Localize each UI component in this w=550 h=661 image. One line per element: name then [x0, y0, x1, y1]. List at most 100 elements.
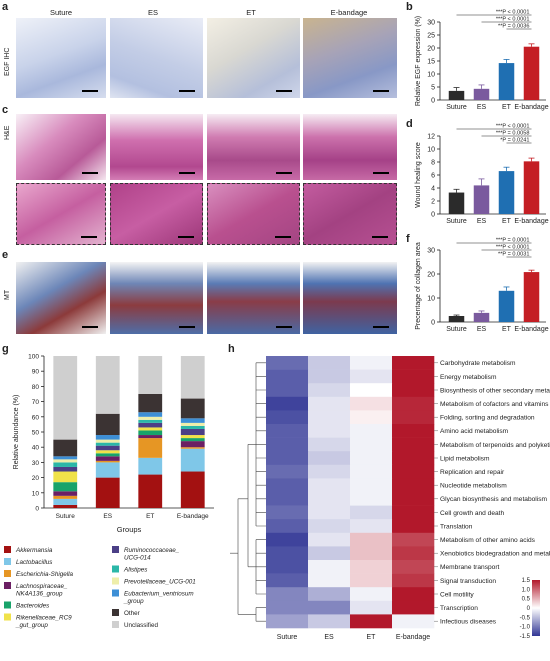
heatmap-cell [266, 573, 309, 588]
heatmap-cell [266, 614, 309, 629]
heatmap-cell [308, 560, 351, 574]
heatmap-row-label: Xenobiotics biodegradation and metabolis… [440, 551, 550, 558]
legend-label: Unclassified [124, 622, 158, 629]
micrograph-he-zoom-ebandage [303, 183, 397, 245]
stack-segment [53, 466, 78, 472]
y-tick-label: 0 [431, 320, 435, 327]
heatmap-cell [266, 546, 309, 561]
stack-segment [180, 435, 205, 439]
stack-segment [180, 418, 205, 423]
row-label-mt: MT [4, 289, 11, 300]
heatmap-cell [350, 464, 393, 479]
colorbar-tick-label: 0 [527, 606, 531, 612]
legend-label: Bacteroides [16, 603, 50, 610]
bar-suture [448, 192, 465, 214]
heatmap-row-label: Cell growth and death [440, 510, 504, 517]
heatmap-cell [266, 410, 309, 425]
micrograph-mt-ebandage [303, 262, 397, 334]
heatmap-cell [350, 437, 393, 452]
legend-swatch [112, 621, 119, 628]
x-tick-label: Suture [446, 326, 467, 333]
heatmap-cell [392, 560, 435, 574]
panel-label-g: g [2, 343, 9, 355]
heatmap-cell [308, 614, 351, 629]
y-axis-label: Precentage of collagen area [415, 242, 422, 330]
heatmap-cell [308, 464, 351, 479]
heatmap-cell [392, 424, 435, 438]
x-tick-label: ET [502, 104, 512, 111]
heatmap-cell [392, 356, 435, 370]
stack-segment [95, 413, 120, 436]
y-tick-label: 6 [431, 173, 435, 180]
y-tick-label: 8 [431, 160, 435, 167]
column-label-suture: Suture [49, 8, 73, 17]
heatmap-cell [266, 492, 309, 506]
y-tick-label: 100 [28, 354, 39, 361]
stack-segment [95, 445, 120, 451]
legend-swatch [4, 601, 11, 609]
legend-label: Other [124, 610, 140, 617]
significance-label: **P = 0.0031 [498, 252, 529, 258]
y-tick-label: 2 [431, 199, 435, 206]
bar-e-bandage [523, 161, 540, 214]
legend-label: Akkermansia [15, 547, 53, 554]
y-tick-label: 0 [35, 506, 39, 513]
stack-segment [180, 441, 205, 448]
heatmap-cell [350, 383, 393, 398]
stack-segment [138, 416, 163, 420]
heatmap-cell [350, 546, 393, 561]
heatmap-row-label: Lipid metabolism [440, 455, 490, 462]
micrograph-he-et [207, 114, 300, 180]
y-tick-label: 10 [427, 147, 435, 154]
x-axis-label: Groups [117, 525, 142, 534]
stack-segment [53, 504, 78, 508]
heatmap-row-label: Nucleotide metabolism [440, 483, 507, 490]
y-axis-label: Relative abundance (%) [13, 395, 20, 470]
bar-es [473, 312, 490, 322]
heatmap-cell [308, 369, 351, 384]
stack-segment [138, 412, 163, 417]
chart-g-legend: Akkermansia Lactobacillus Escherichia-Shig… [4, 546, 196, 629]
chart-h: Carbohydrate metabolism Energy metabolism… [230, 356, 550, 641]
colorbar-tick-label: -0.5 [520, 615, 531, 621]
column-label-et: ET [246, 8, 256, 17]
panel-label-c: c [2, 104, 9, 116]
heatmap-cell [308, 492, 351, 506]
heatmap-cell [392, 532, 435, 547]
micrograph-he-suture [16, 114, 106, 180]
heatmap-cell [350, 396, 393, 411]
heatmap-cell [392, 505, 435, 520]
significance-label: ***P = 0.0058 [496, 131, 530, 137]
column-label-ebandage: E-bandage [330, 8, 368, 17]
heatmap-cell [392, 451, 435, 466]
heatmap-cell [308, 478, 351, 493]
heatmap-cell [350, 614, 393, 629]
bar-suture [448, 316, 465, 322]
heatmap-cell [350, 532, 393, 547]
heatmap-cell [350, 451, 393, 466]
y-tick-label: 20 [427, 272, 435, 279]
stack-segment [180, 356, 205, 399]
heatmap-cell [308, 437, 351, 452]
bar-et [498, 63, 515, 100]
x-tick-label: ET [502, 218, 512, 225]
significance-label: *P = 0.0241 [500, 138, 529, 144]
heatmap-cell [266, 396, 309, 411]
y-tick-label: 80 [32, 384, 40, 391]
heatmap-cell [392, 600, 435, 615]
y-tick-label: 10 [32, 490, 40, 497]
heatmap-row-label: Membrane transport [440, 564, 500, 571]
x-tick-label: E-bandage [514, 326, 548, 333]
heatmap-row-label: Metabolism of terpenoids and polyketides [440, 442, 550, 449]
heatmap-cell [266, 560, 309, 574]
x-tick-label: ES [103, 513, 112, 520]
heatmap-row-label: Energy metabolism [440, 374, 497, 381]
heatmap-cell [308, 600, 351, 615]
bar-et [498, 290, 515, 322]
heatmap-row-label: Glycan biosynthesis and metabolism [440, 496, 548, 503]
heatmap-row-label: Transcription [440, 605, 478, 612]
heatmap-cell [308, 424, 351, 438]
heatmap-cell [308, 410, 351, 425]
heatmap-cell [392, 369, 435, 384]
panel-label-h: h [228, 343, 235, 355]
